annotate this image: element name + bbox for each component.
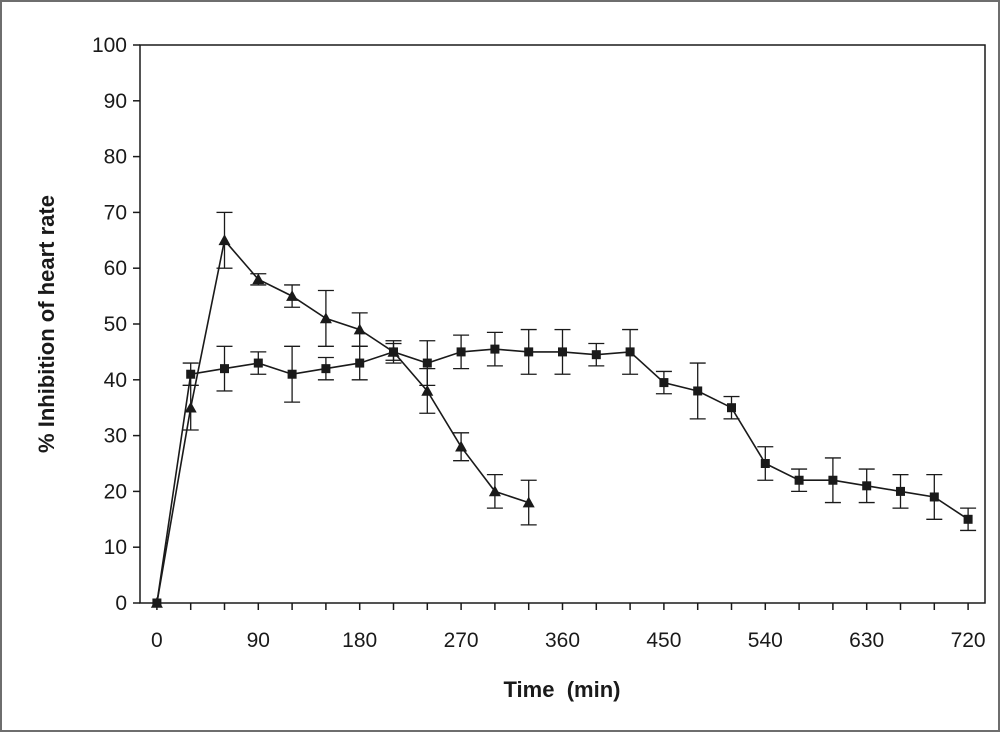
data-point-square [659,378,669,388]
data-point-square [490,344,500,354]
data-point-square [524,347,534,357]
y-tick-label: 20 [104,480,127,503]
y-tick-label: 0 [115,592,127,615]
data-point-square [456,347,466,357]
data-point-triangle [522,496,535,508]
x-tick-label: 540 [748,629,783,652]
series-square [152,328,977,608]
y-tick-label: 90 [104,90,127,113]
x-axis: 0 90 180 270 360 450 540 630 720 [151,603,986,652]
x-tick-label: 450 [646,629,681,652]
y-tick-label: 100 [92,34,127,57]
data-point-square [422,358,432,368]
x-tick-label: 720 [951,629,986,652]
y-tick-label: 30 [104,425,127,448]
data-point-triangle [421,384,434,396]
data-point-triangle [184,401,197,413]
data-point-square [760,459,770,468]
data-point-square [321,364,331,374]
data-point-square [591,350,601,360]
plot-area [139,44,986,604]
y-tick-label: 40 [104,369,127,392]
y-tick-label: 50 [104,313,127,336]
data-point-square [389,347,398,357]
data-point-square [253,358,263,368]
y-axis-title: % Inhibition of heart rate [34,195,59,453]
y-tick-label: 80 [104,146,127,169]
data-point-square [152,598,162,608]
y-tick-label: 60 [104,257,127,280]
data-point-square [794,475,804,485]
data-point-square [355,358,365,368]
data-point-square [727,403,736,413]
data-point-triangle [252,273,265,285]
series-layer [150,211,977,608]
data-point-triangle [488,485,501,497]
y-tick-label: 70 [104,201,127,224]
data-point-square [862,481,872,491]
x-tick-label: 360 [545,629,580,652]
data-point-triangle [353,323,366,335]
x-axis-title: Time (min) [504,677,621,702]
x-tick-label: 0 [151,629,163,652]
x-tick-label: 630 [849,629,884,652]
data-point-square [186,369,196,379]
y-tick-label: 10 [104,536,127,559]
data-point-square [558,347,567,357]
x-tick-label: 270 [444,629,479,652]
data-point-square [693,386,703,396]
data-point-square [929,492,939,502]
x-tick-label: 90 [247,629,270,652]
data-point-square [625,347,635,357]
data-point-triangle [286,290,299,301]
data-point-square [828,475,838,485]
data-point-triangle [218,234,231,246]
x-tick-label: 180 [342,629,377,652]
y-axis: 0 10 20 30 40 50 60 70 80 90 100 [92,34,140,615]
data-point-square [896,486,905,496]
data-point-square [220,364,229,374]
data-point-square [963,514,973,524]
data-point-square [287,369,297,379]
data-point-triangle [319,312,332,324]
data-point-triangle [455,440,468,452]
